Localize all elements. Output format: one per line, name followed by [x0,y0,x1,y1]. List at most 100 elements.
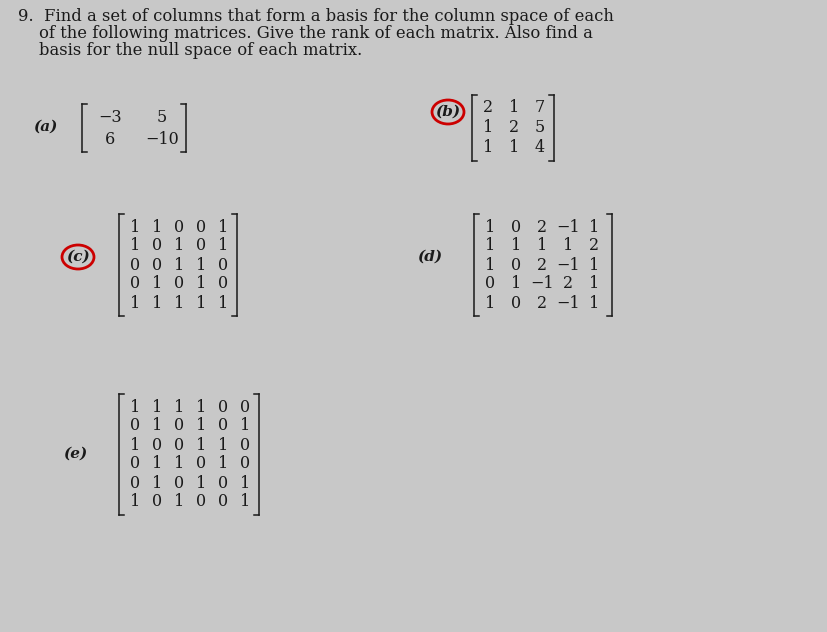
Text: 1: 1 [174,295,184,312]
Text: 2: 2 [509,119,519,137]
Text: 1: 1 [130,494,140,511]
Text: 1: 1 [589,257,599,274]
Text: 1: 1 [511,238,521,255]
Text: 1: 1 [563,238,573,255]
Text: 0: 0 [130,475,140,492]
Text: 9.  Find a set of columns that form a basis for the column space of each: 9. Find a set of columns that form a bas… [18,8,614,25]
Text: 0: 0 [218,494,228,511]
Text: 2: 2 [483,99,493,116]
Text: 0: 0 [130,276,140,293]
Text: 0: 0 [174,437,184,454]
Text: 0: 0 [218,399,228,415]
Text: 1: 1 [240,418,250,435]
Text: 1: 1 [589,219,599,236]
Text: 6: 6 [105,130,115,147]
Text: 1: 1 [240,475,250,492]
Text: 0: 0 [152,238,162,255]
Text: 0: 0 [218,475,228,492]
Text: 1: 1 [130,238,140,255]
Text: 1: 1 [196,475,206,492]
Text: 1: 1 [218,456,228,473]
Text: 0: 0 [174,276,184,293]
Text: −1: −1 [557,219,580,236]
Text: 1: 1 [152,418,162,435]
Text: 0: 0 [130,257,140,274]
Text: of the following matrices. Give the rank of each matrix. Also find a: of the following matrices. Give the rank… [18,25,593,42]
Text: 2: 2 [537,219,547,236]
Text: 1: 1 [218,295,228,312]
Text: (d): (d) [418,250,442,264]
Text: 0: 0 [196,456,206,473]
Text: 0: 0 [218,418,228,435]
Text: 1: 1 [218,238,228,255]
Text: 1: 1 [483,140,493,157]
Text: 1: 1 [509,99,519,116]
Text: 0: 0 [174,475,184,492]
Text: 0: 0 [152,494,162,511]
Text: 1: 1 [152,219,162,236]
Text: 1: 1 [196,295,206,312]
Text: 1: 1 [537,238,547,255]
Text: 1: 1 [485,238,495,255]
Text: 1: 1 [152,475,162,492]
Text: 1: 1 [174,494,184,511]
Text: (a): (a) [33,120,57,134]
Text: 1: 1 [130,437,140,454]
Text: 0: 0 [152,257,162,274]
Text: 1: 1 [509,140,519,157]
Text: 0: 0 [485,276,495,293]
Text: −1: −1 [530,276,554,293]
Text: 1: 1 [196,257,206,274]
Text: 1: 1 [511,276,521,293]
Text: −1: −1 [557,295,580,312]
Text: 1: 1 [589,276,599,293]
Text: 2: 2 [537,257,547,274]
Text: 7: 7 [535,99,545,116]
Text: −3: −3 [98,109,122,126]
Text: 0: 0 [130,418,140,435]
Text: 0: 0 [196,494,206,511]
Text: 1: 1 [174,257,184,274]
Text: 1: 1 [218,219,228,236]
Text: (c): (c) [66,250,90,264]
Text: 0: 0 [511,295,521,312]
Text: 1: 1 [196,437,206,454]
Text: 0: 0 [218,257,228,274]
Text: 2: 2 [537,295,547,312]
Text: 0: 0 [511,219,521,236]
Text: 1: 1 [218,437,228,454]
Text: 1: 1 [196,418,206,435]
Text: −1: −1 [557,257,580,274]
Text: 1: 1 [130,219,140,236]
Text: 1: 1 [174,399,184,415]
Text: 1: 1 [589,295,599,312]
Text: 1: 1 [174,456,184,473]
Text: 0: 0 [511,257,521,274]
Text: 1: 1 [485,257,495,274]
Text: 1: 1 [130,399,140,415]
Text: 4: 4 [535,140,545,157]
Text: (b): (b) [436,105,461,119]
Text: 0: 0 [196,238,206,255]
Text: 1: 1 [152,276,162,293]
Text: 0: 0 [152,437,162,454]
Text: 5: 5 [157,109,167,126]
Text: 0: 0 [240,456,250,473]
Text: 1: 1 [152,399,162,415]
Text: 0: 0 [174,219,184,236]
Text: 1: 1 [240,494,250,511]
Text: 1: 1 [196,276,206,293]
Text: 1: 1 [152,456,162,473]
Text: 1: 1 [130,295,140,312]
Text: 1: 1 [196,399,206,415]
Text: 1: 1 [483,119,493,137]
Text: 0: 0 [196,219,206,236]
Text: −10: −10 [145,130,179,147]
Text: (e): (e) [63,447,87,461]
Text: 1: 1 [485,219,495,236]
Text: 5: 5 [535,119,545,137]
Text: 0: 0 [130,456,140,473]
Text: 0: 0 [240,437,250,454]
Text: 1: 1 [485,295,495,312]
Text: 2: 2 [563,276,573,293]
